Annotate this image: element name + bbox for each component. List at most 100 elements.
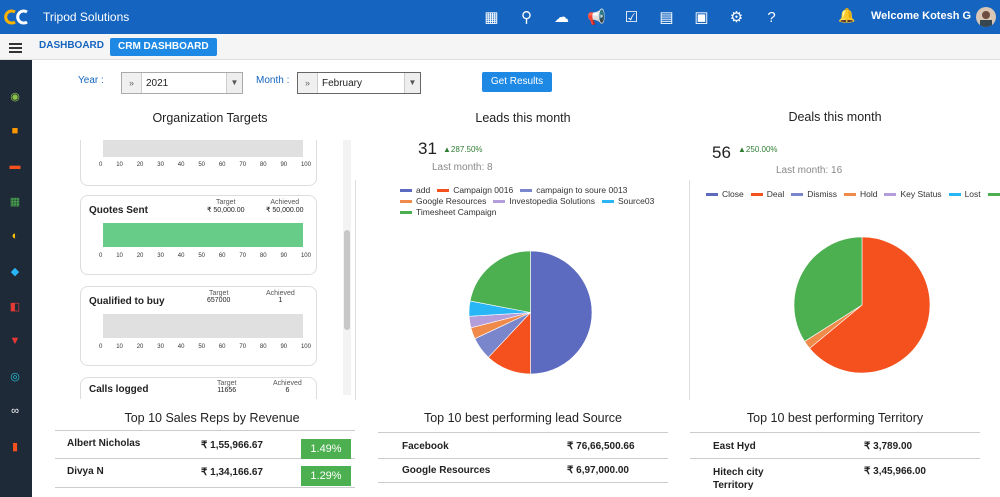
legend-label: Deal <box>766 189 785 199</box>
target-name: Quotes Sent <box>89 205 148 216</box>
territory-name: Hitech city Territory <box>713 467 764 491</box>
video-icon[interactable]: ■ <box>11 125 19 137</box>
get-results-button[interactable]: Get Results <box>482 72 552 92</box>
table-row[interactable]: Divya N ₹ 1,34,166.67 1.29% <box>55 459 355 488</box>
dashboard-icon[interactable]: ◉ <box>10 90 20 103</box>
legend-item[interactable] <box>987 189 1000 199</box>
legend-label: Hold <box>859 189 878 199</box>
legend-swatch <box>706 192 718 196</box>
year-select[interactable]: » 2021 ▼ <box>121 72 243 94</box>
progress-bar-track <box>103 223 303 247</box>
table-row[interactable]: Google Resources ₹ 6,97,000.00 <box>378 459 668 483</box>
target-col: Target 11656 <box>217 380 237 394</box>
scrollbar-thumb[interactable] <box>344 230 350 330</box>
legend-swatch <box>750 192 763 196</box>
legend-item[interactable]: Source03 <box>601 196 654 206</box>
achieved-col: Achieved ₹ 50,000.00 <box>266 199 304 214</box>
legend-item[interactable]: Close <box>706 189 744 199</box>
expand-icon[interactable]: ◆ <box>10 265 20 278</box>
legend-item[interactable]: add <box>400 185 430 195</box>
rep-share-badge: 1.49% <box>301 439 351 459</box>
pie-slice[interactable] <box>809 236 931 374</box>
campaign-icon[interactable]: 📢 <box>587 9 606 26</box>
legend-item[interactable]: campaign to soure 0013 <box>520 185 627 195</box>
tick-axis: 0 10 20 30 40 50 60 70 80 90 100 <box>99 344 311 350</box>
calendar-icon[interactable]: ▦ <box>484 9 499 26</box>
binoculars-icon[interactable]: ∞ <box>11 405 19 417</box>
breadcrumb-dashboard[interactable]: DASHBOARD <box>39 40 104 51</box>
territory-value: ₹ 3,789.00 <box>864 441 913 452</box>
month-label: Month : <box>256 75 290 86</box>
welcome-text[interactable]: Welcome Kotesh G <box>871 10 972 22</box>
achieved-col: Achieved 6 <box>273 380 302 394</box>
top-navbar: Tripod Solutions <box>0 0 1000 34</box>
top-icon-group: ▦ ⚲ ☁ 📢 ☑ ▤ ▣ ⚙ ? <box>474 6 789 28</box>
source-value: ₹ 6,97,000.00 <box>567 465 629 476</box>
bell-icon[interactable]: 🔔 <box>838 7 856 23</box>
avatar[interactable] <box>976 7 996 27</box>
target-icon[interactable]: ◎ <box>10 370 20 383</box>
legend-item[interactable]: Google Resources <box>400 196 486 206</box>
legend-swatch <box>400 210 412 214</box>
help-icon[interactable]: ? <box>767 8 776 26</box>
achieved-col: Achieved 1 <box>266 290 295 304</box>
filter-icon[interactable]: ▼ <box>9 335 21 347</box>
legend-item[interactable]: Investopedia Solutions <box>493 196 595 206</box>
legend-item[interactable]: Hold <box>843 189 878 199</box>
app-logo[interactable] <box>3 7 31 27</box>
target-card: Quotes Sent Target ₹ 50,000.00 Achieved ₹ … <box>80 195 317 275</box>
table-row[interactable]: Hitech city Territory ₹ 3,45,966.00 <box>690 459 980 491</box>
table-row[interactable]: Facebook ₹ 76,66,500.66 <box>378 433 668 459</box>
chart-icon[interactable]: ◐ <box>11 230 19 242</box>
sales-reps-table: Albert Nicholas ₹ 1,55,966.67 1.49% Divy… <box>55 430 355 497</box>
pie-slice[interactable] <box>530 250 593 375</box>
tick-axis: 0 10 20 30 40 50 60 70 80 90 100 <box>99 253 311 259</box>
tag-icon[interactable]: ◧ <box>9 300 21 313</box>
chevron-down-icon[interactable]: ▼ <box>404 73 420 93</box>
book-icon[interactable]: ▮ <box>11 440 19 453</box>
deals-count: 56 <box>712 143 731 162</box>
pie-slice[interactable] <box>469 250 531 313</box>
targets-scrollbar[interactable] <box>343 140 351 395</box>
year-prefix: » <box>122 73 142 93</box>
legend-label: campaign to soure 0013 <box>536 185 628 195</box>
legend-label: Timesheet Campaign <box>416 207 497 217</box>
territory-title: Top 10 best performing Territory <box>746 411 924 425</box>
target-name: Qualified to buy <box>89 296 165 307</box>
month-select[interactable]: » February ▼ <box>297 72 421 94</box>
legend-item[interactable]: Dismiss <box>791 189 837 199</box>
legend-swatch <box>400 199 412 203</box>
leads-change: ▲287.50% <box>443 145 483 154</box>
ideas-icon[interactable]: ☁ <box>554 9 569 26</box>
table-row[interactable]: Albert Nicholas ₹ 1,55,966.67 1.49% <box>55 431 355 459</box>
sales-reps-title: Top 10 Sales Reps by Revenue <box>124 411 300 425</box>
pie-slice[interactable] <box>793 236 863 342</box>
calendar-check-icon[interactable]: ☑ <box>624 9 639 26</box>
crm-dashboard-tab[interactable]: CRM DASHBOARD <box>110 38 217 56</box>
progress-bar-track <box>103 140 303 157</box>
deals-last-month: Last month: 16 <box>776 165 843 176</box>
document-icon[interactable]: ▤ <box>659 9 674 26</box>
calendar-grid-icon[interactable]: ▣ <box>694 9 709 26</box>
target-name: Calls logged <box>89 384 149 395</box>
grid-icon[interactable]: ▦ <box>9 195 21 208</box>
legend-swatch <box>520 188 533 192</box>
deals-change: ▲250.00% <box>738 145 778 154</box>
users-icon[interactable]: ▬ <box>9 160 21 172</box>
tick-axis: 0 10 20 30 40 50 60 70 80 90 100 <box>99 162 311 168</box>
gear-icon[interactable]: ⚙ <box>729 9 744 26</box>
hamburger-menu-icon[interactable] <box>9 43 22 54</box>
legend-swatch <box>843 192 856 196</box>
legend-swatch <box>493 199 506 203</box>
legend-swatch <box>884 192 897 196</box>
legend-item[interactable]: Lost <box>948 189 981 199</box>
legend-item[interactable]: Campaign 0016 <box>437 185 513 195</box>
legend-item[interactable]: Key Status <box>884 189 942 199</box>
legend-item[interactable]: Timesheet Campaign <box>400 207 496 217</box>
table-row[interactable]: East Hyd ₹ 3,789.00 <box>690 433 980 459</box>
rep-share-badge: 1.29% <box>301 466 351 486</box>
legend-item[interactable]: Deal <box>750 189 785 199</box>
legend-label: Dismiss <box>807 189 837 199</box>
search-people-icon[interactable]: ⚲ <box>521 9 532 26</box>
chevron-down-icon[interactable]: ▼ <box>226 73 242 93</box>
